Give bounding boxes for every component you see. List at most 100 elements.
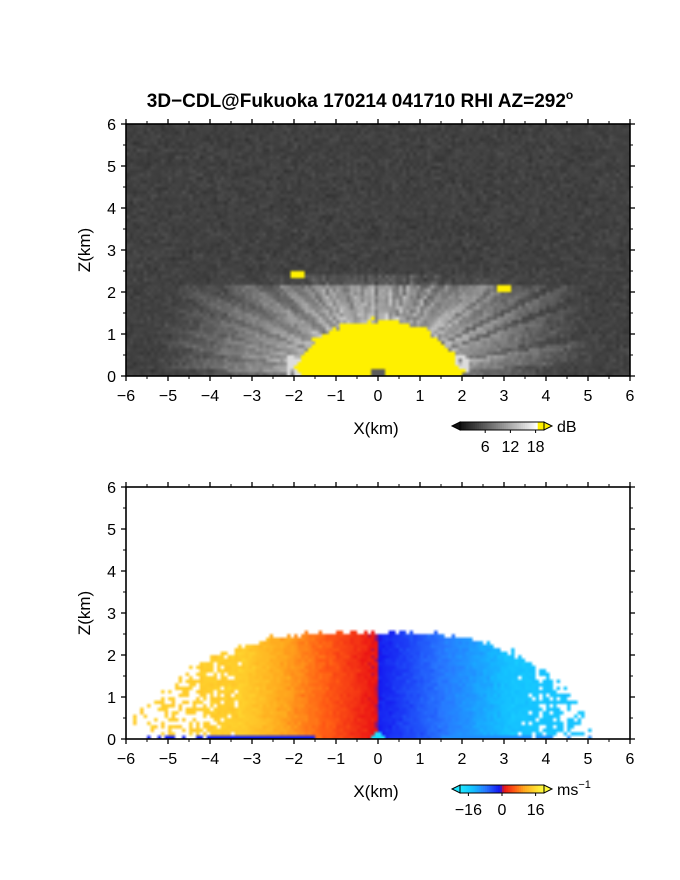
reflectivity-colorbar: dB 6 12 18 — [450, 419, 577, 456]
y-tick-label: 5 — [107, 522, 116, 539]
x-tick-label: 6 — [626, 751, 635, 768]
colorbar-swatch — [531, 422, 535, 430]
colorbar-swatch — [460, 422, 463, 430]
colorbar-swatch — [495, 785, 499, 793]
colorbar-tick-label: 6 — [481, 439, 490, 456]
colorbar-swatch — [474, 422, 478, 430]
colorbar-swatch — [487, 785, 490, 793]
y-tick-label: 6 — [107, 117, 116, 134]
colorbar-swatch — [533, 422, 537, 430]
colorbar-swatch — [491, 785, 495, 793]
y-tick-label: 0 — [107, 732, 116, 749]
colorbar-swatch — [510, 422, 514, 430]
colorbar-swatch — [470, 785, 474, 793]
colorbar-swatch — [460, 785, 463, 793]
x-tick-label: 1 — [416, 388, 425, 405]
x-tick-label: 2 — [458, 751, 467, 768]
colorbar-swatch — [485, 422, 488, 430]
colorbar-swatch — [481, 422, 484, 430]
colorbar-swatch — [527, 422, 530, 430]
colorbar-tick-label: 18 — [527, 439, 545, 456]
y-tick-label: 4 — [107, 201, 116, 218]
x-tick-label: 1 — [416, 751, 425, 768]
colorbar-swatch — [485, 785, 488, 793]
colorbar-swatch — [535, 422, 539, 430]
colorbar-swatch — [520, 785, 524, 793]
colorbar-swatch — [541, 422, 545, 430]
y-tick-label: 3 — [107, 243, 116, 260]
x-tick-label: −2 — [285, 751, 303, 768]
colorbar-swatch — [472, 422, 476, 430]
colorbar-swatch — [493, 422, 497, 430]
colorbar-swatch — [512, 422, 516, 430]
colorbar-swatch — [518, 422, 522, 430]
colorbar-swatch — [516, 785, 520, 793]
x-tick-label: −6 — [117, 751, 135, 768]
colorbar-swatch — [518, 785, 522, 793]
colorbar-swatch — [529, 422, 532, 430]
colorbar-swatch — [470, 422, 474, 430]
x-tick-label: −2 — [285, 388, 303, 405]
colorbar-swatch — [462, 785, 465, 793]
colorbar-swatch — [466, 785, 469, 793]
colorbar-swatch — [497, 422, 501, 430]
colorbar-swatch — [527, 785, 530, 793]
colorbar-swatch — [468, 422, 472, 430]
colorbar-swatch — [489, 422, 493, 430]
colorbar-swatch — [504, 422, 507, 430]
colorbar-swatch — [539, 422, 543, 430]
colorbar-under-arrow — [450, 421, 461, 431]
colorbar-swatch — [493, 785, 497, 793]
colorbar-swatch — [504, 785, 507, 793]
colorbar-swatch — [525, 422, 528, 430]
colorbar-swatch — [537, 785, 541, 793]
colorbar-unit-exponent: −1 — [578, 779, 591, 791]
x-tick-label: 4 — [542, 751, 551, 768]
colorbar-swatch — [502, 422, 505, 430]
colorbar-swatch — [495, 422, 499, 430]
colorbar-swatch — [514, 422, 518, 430]
colorbar-swatch — [464, 422, 467, 430]
velocity-panel: −6 −5 −4 −3 −2 −1 0 1 2 3 4 5 6 0 1 2 3 4 5 6 X(km) Z(km) m… — [75, 480, 635, 819]
colorbar-swatch — [533, 785, 537, 793]
colorbar-swatch — [478, 422, 482, 430]
colorbar-swatch — [506, 785, 509, 793]
y-tick-label: 3 — [107, 606, 116, 623]
colorbar-swatch — [531, 785, 535, 793]
velocity-heatmap — [126, 487, 630, 739]
colorbar-swatch — [481, 785, 484, 793]
x-tick-label: 3 — [500, 388, 509, 405]
y-tick-label: 1 — [107, 690, 116, 707]
y-axis-label: Z(km) — [75, 228, 94, 272]
colorbar-swatch — [474, 785, 478, 793]
colorbar-swatch — [468, 785, 472, 793]
colorbar-swatch — [502, 785, 505, 793]
colorbar-swatch — [499, 422, 503, 430]
reflectivity-heatmap — [126, 124, 630, 376]
colorbar-swatch — [523, 785, 526, 793]
x-tick-label: 3 — [500, 751, 509, 768]
colorbar-frame — [459, 421, 545, 431]
y-tick-label: 2 — [107, 648, 116, 665]
y-tick-label: 2 — [107, 285, 116, 302]
colorbar-unit: ms−1 — [557, 779, 591, 799]
colorbar-over-arrow — [543, 421, 554, 431]
y-tick-label: 5 — [107, 159, 116, 176]
x-tick-label: 0 — [374, 388, 383, 405]
x-tick-label: 2 — [458, 388, 467, 405]
chart-title: 3D−CDL@Fukuoka 170214 041710 RHI AZ=292o — [147, 88, 574, 112]
x-tick-label: 5 — [584, 388, 593, 405]
colorbar-swatch — [464, 785, 467, 793]
x-tick-label: 5 — [584, 751, 593, 768]
x-tick-label: −4 — [201, 751, 219, 768]
colorbar-tick-label: −16 — [455, 802, 482, 819]
colorbar-tick-label: 0 — [498, 802, 507, 819]
colorbar-swatch — [489, 785, 493, 793]
x-tick-label: −3 — [243, 751, 261, 768]
colorbar-swatch — [539, 785, 543, 793]
colorbar-over-arrow — [543, 784, 554, 794]
colorbar-swatch — [478, 785, 482, 793]
x-tick-label: −4 — [201, 388, 219, 405]
x-tick-label: −3 — [243, 388, 261, 405]
